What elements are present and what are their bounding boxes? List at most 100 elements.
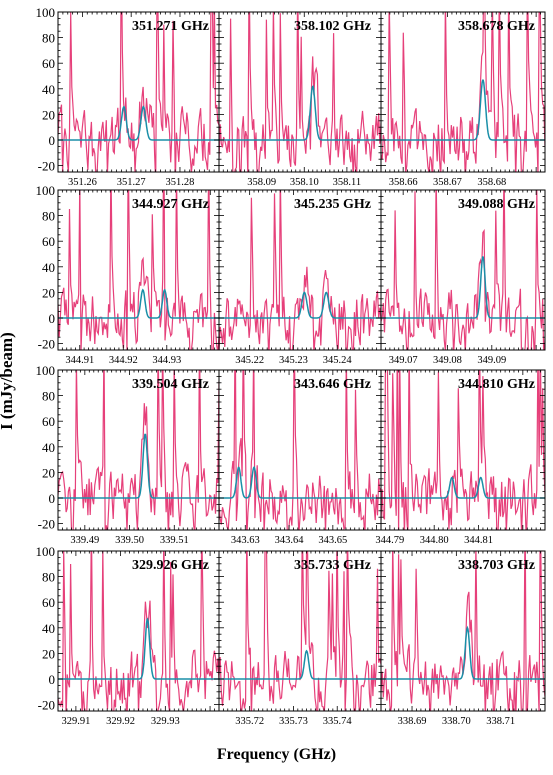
x-tick-label: 343.63	[231, 535, 260, 546]
x-tick-label: 351.28	[166, 177, 195, 188]
model-spectrum-line	[58, 105, 219, 141]
x-tick-label: 349.07	[389, 355, 418, 366]
panel-12: 338.69 338.70 338.71 338.703 GHz	[380, 550, 546, 727]
observed-spectrum-line	[58, 12, 219, 172]
model-spectrum-line	[381, 256, 545, 319]
model-spectrum-line	[381, 476, 545, 499]
x-tick-label: 358.67	[433, 177, 462, 188]
panel-title: 351.271 GHz	[132, 19, 209, 34]
panel-frame	[380, 11, 546, 173]
y-tick-label: 100	[36, 544, 56, 559]
x-tick-label: 349.09	[477, 355, 506, 366]
y-tick-label: 20	[42, 285, 55, 300]
model-spectrum-line	[381, 79, 545, 141]
panel-title: 358.678 GHz	[458, 19, 535, 34]
panel-3: 358.66 358.67 358.68 358.678 GHz	[380, 11, 546, 188]
y-tick-label: 100	[36, 5, 56, 20]
x-tick-label: 349.08	[433, 355, 462, 366]
y-tick-label: -20	[38, 698, 55, 713]
panel-1: 351.26 351.27 351.28 351.271 GHz 100 80 60 40 20…	[36, 5, 220, 188]
x-tick-label: 358.68	[477, 177, 506, 188]
x-tick-label: 329.93	[151, 716, 180, 727]
panel-9: 344.79 344.80 344.81 344.810 GHz	[375, 369, 546, 546]
panel-frame	[218, 189, 382, 351]
y-tick-label: 0	[49, 491, 56, 506]
observed-spectrum-line	[219, 190, 381, 350]
x-tick-label: 339.51	[160, 535, 189, 546]
x-tick-label: 344.91	[65, 355, 94, 366]
panel-frame	[380, 550, 546, 712]
panel-title: 344.927 GHz	[132, 197, 209, 212]
panel-5: 345.22 345.23 345.24 345.235 GHz	[218, 189, 382, 366]
y-tick-label: -20	[38, 159, 55, 174]
x-axis-label: Frequency (GHz)	[216, 746, 337, 763]
x-tick-label: 338.70	[442, 716, 471, 727]
y-tick-label: 40	[42, 440, 55, 455]
x-tick-label: 344.93	[152, 355, 181, 366]
model-spectrum-line	[381, 625, 545, 680]
panel-title: 329.926 GHz	[132, 558, 209, 573]
y-tick-label: 0	[49, 133, 56, 148]
model-spectrum-line	[219, 85, 381, 141]
panel-frame	[380, 189, 546, 351]
y-tick-label: 60	[42, 595, 55, 610]
x-tick-label: 351.27	[117, 177, 146, 188]
y-tick-label: 20	[42, 465, 55, 480]
model-spectrum-line	[58, 288, 219, 319]
y-tick-label: 40	[42, 260, 55, 275]
model-spectrum-line	[219, 465, 381, 499]
y-tick-label: 80	[42, 31, 55, 46]
y-tick-label: 0	[49, 311, 56, 326]
model-spectrum-line	[219, 649, 381, 680]
y-tick-label: 80	[42, 389, 55, 404]
x-tick-label: 329.91	[61, 716, 90, 727]
x-tick-label: 329.92	[106, 716, 135, 727]
panel-title: 349.088 GHz	[458, 197, 535, 212]
x-tick-label: 343.65	[318, 535, 347, 546]
observed-spectrum-line	[381, 12, 545, 172]
observed-spectrum-line	[58, 370, 219, 530]
x-tick-label: 345.23	[279, 355, 308, 366]
panel-8: 343.63 343.64 343.65 343.646 GHz	[218, 369, 382, 546]
x-tick-label: 335.73	[279, 716, 308, 727]
x-tick-label: 345.22	[235, 355, 264, 366]
x-tick-label: 358.66	[389, 177, 418, 188]
model-spectrum-line	[58, 433, 219, 499]
y-tick-label: 20	[42, 107, 55, 122]
y-tick-label: 80	[42, 570, 55, 585]
x-tick-label: 335.74	[323, 716, 353, 727]
observed-spectrum-line	[58, 190, 219, 350]
x-tick-label: 344.80	[420, 535, 449, 546]
x-tick-label: 338.71	[486, 716, 515, 727]
x-tick-label: 345.24	[323, 355, 353, 366]
model-spectrum-line	[219, 291, 381, 319]
panel-title: 339.504 GHz	[132, 377, 209, 392]
x-tick-label: 358.11	[333, 177, 362, 188]
observed-spectrum-line	[381, 551, 545, 711]
y-tick-label: 80	[42, 209, 55, 224]
panel-title: 344.810 GHz	[458, 377, 535, 392]
x-tick-label: 338.69	[398, 716, 427, 727]
observed-spectrum-line	[381, 370, 545, 530]
y-tick-label: 0	[49, 672, 56, 687]
panel-7: 339.49 339.50 339.51 339.504 GHz 100 80 60 40 20…	[36, 363, 220, 546]
y-tick-label: 60	[42, 414, 55, 429]
y-tick-label: 60	[42, 56, 55, 71]
x-tick-label: 351.26	[68, 177, 97, 188]
y-tick-label: 20	[42, 646, 55, 661]
y-tick-label: -20	[38, 517, 55, 532]
x-tick-label: 344.79	[375, 535, 404, 546]
y-tick-label: 100	[36, 363, 56, 378]
x-tick-label: 358.09	[247, 177, 276, 188]
panel-title: 335.733 GHz	[294, 558, 371, 573]
model-spectrum-line	[58, 617, 219, 680]
x-tick-label: 343.64	[275, 535, 305, 546]
x-tick-label: 335.72	[235, 716, 264, 727]
x-tick-label: 344.81	[464, 535, 493, 546]
panel-frame	[380, 369, 546, 531]
observed-spectrum-line	[219, 370, 381, 530]
panel-11: 335.72 335.73 335.74 335.733 GHz	[218, 550, 382, 727]
panel-title: 338.703 GHz	[458, 558, 535, 573]
y-tick-label: 40	[42, 82, 55, 97]
